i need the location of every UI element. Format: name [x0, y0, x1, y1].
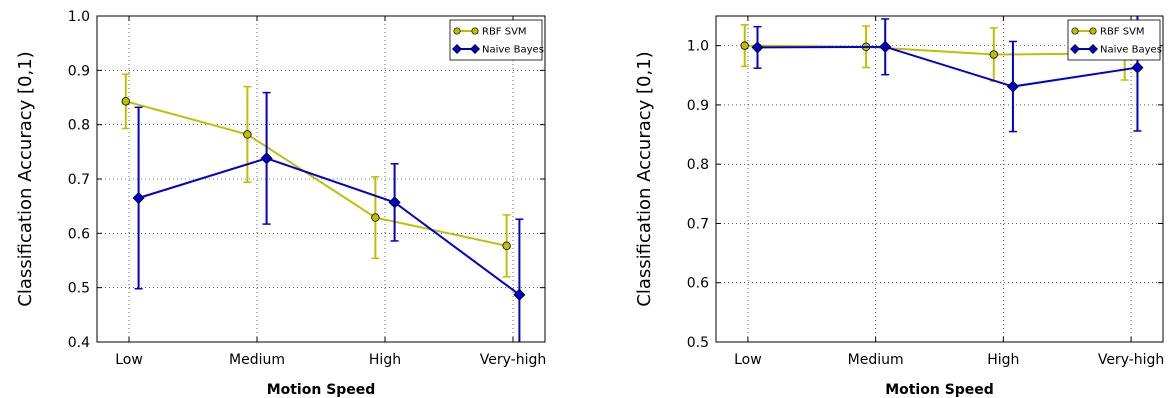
- series-rbf-svm: [121, 73, 511, 278]
- y-tick-label: 0.8: [687, 157, 709, 173]
- x-tick-label: Low: [115, 352, 143, 368]
- data-point: [260, 152, 273, 165]
- y-tick-label: 0.6: [68, 226, 90, 242]
- y-tick-label: 0.6: [687, 276, 709, 292]
- data-point: [879, 40, 892, 53]
- y-tick-label: 0.9: [687, 98, 709, 114]
- legend-label: RBF SVM: [1100, 27, 1145, 38]
- y-axis-label: Classification Accuracy [0,1): [634, 51, 655, 306]
- y-tick-label: 1.0: [687, 39, 709, 55]
- series-line: [138, 157, 520, 296]
- legend-marker: [470, 44, 480, 54]
- grid: [97, 15, 545, 343]
- data-point: [751, 41, 764, 54]
- series-line: [125, 100, 507, 247]
- x-tick-label: Very-high: [480, 352, 546, 368]
- chart-panel-2: 0.5 0.6 0.7 0.8 0.9 1.0 Low Medium High Very-high…: [634, 15, 1164, 398]
- legend-box: [1067, 19, 1161, 61]
- x-axis: Low Medium High Very-high: [115, 16, 546, 368]
- chart-panel-1: 0.4 0.5 0.6 0.7 0.8 0.9 1.0 Low Medium High Very-h…: [15, 9, 546, 398]
- y-tick-label: 0.7: [687, 216, 709, 232]
- legend-marker: [453, 27, 461, 35]
- legend-marker: [1071, 27, 1079, 35]
- x-axis: Low Medium High Very-high: [734, 16, 1164, 368]
- y-tick-label: 0.8: [68, 118, 90, 134]
- legend-marker: [1089, 27, 1097, 35]
- y-tick-label: 0.9: [68, 63, 90, 79]
- x-axis-label: Motion Speed: [885, 382, 994, 398]
- series-naive-bayes: [132, 91, 526, 342]
- legend-marker: [452, 44, 462, 54]
- y-axis: 0.4 0.5 0.6 0.7 0.8 0.9 1.0: [68, 9, 545, 351]
- y-axis-label: Classification Accuracy [0,1): [15, 51, 36, 306]
- x-tick-label: High: [987, 352, 1019, 368]
- data-point: [243, 130, 252, 139]
- y-axis: 0.5 0.6 0.7 0.8 0.9 1.0: [687, 39, 1163, 351]
- data-point: [1131, 61, 1144, 74]
- data-point: [132, 191, 145, 205]
- data-point: [1006, 80, 1020, 93]
- legend-label: RBF SVM: [482, 27, 527, 38]
- data-point: [388, 196, 401, 209]
- data-point: [371, 213, 380, 222]
- x-tick-label: Low: [734, 352, 762, 368]
- data-point: [989, 50, 998, 59]
- legend: RBF SVM Naive Bayes: [449, 19, 544, 61]
- y-tick-label: 0.5: [68, 281, 90, 297]
- y-tick-label: 0.4: [68, 335, 90, 351]
- x-tick-label: Medium: [229, 352, 285, 368]
- legend-marker: [1088, 44, 1098, 54]
- data-point: [502, 241, 511, 251]
- data-point: [740, 41, 749, 50]
- plot-frame: [96, 15, 546, 343]
- y-tick-label: 0.7: [68, 172, 90, 188]
- x-tick-label: Medium: [848, 352, 904, 368]
- legend-box: [449, 19, 543, 61]
- y-tick-label: 0.5: [687, 335, 709, 351]
- series-line: [757, 45, 1138, 88]
- data-point: [121, 97, 130, 106]
- x-tick-label: High: [369, 352, 401, 368]
- legend-marker: [471, 27, 479, 35]
- legend: RBF SVM Naive Bayes: [1067, 19, 1162, 61]
- plot-frame: [715, 15, 1164, 343]
- legend-label: Naive Bayes: [482, 45, 544, 56]
- x-tick-label: Very-high: [1098, 352, 1164, 368]
- x-axis-label: Motion Speed: [267, 382, 376, 398]
- y-tick-label: 1.0: [68, 9, 90, 25]
- data-point: [513, 288, 526, 301]
- legend-label: Naive Bayes: [1100, 45, 1162, 56]
- grid: [716, 16, 1163, 343]
- legend-marker: [1070, 44, 1080, 54]
